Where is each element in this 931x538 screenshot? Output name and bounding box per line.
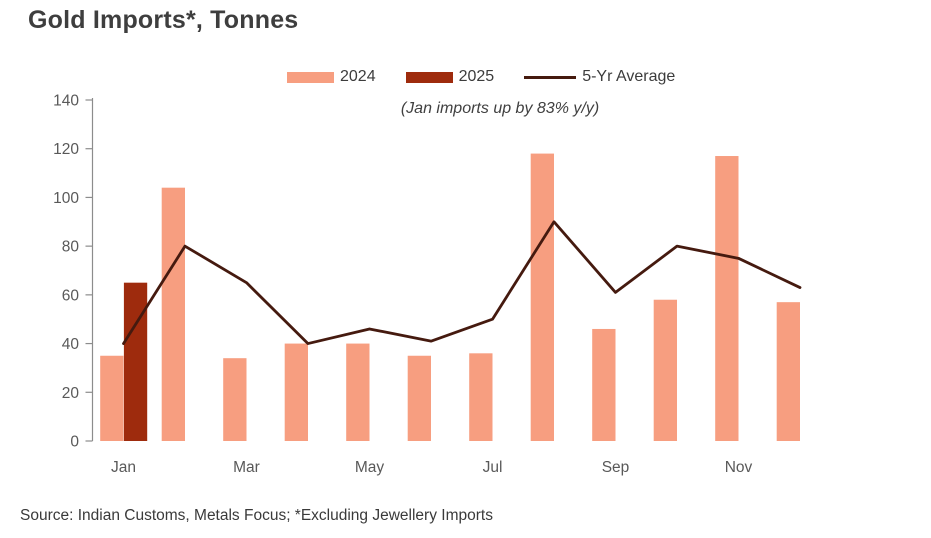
y-tick-label: 20 (62, 385, 80, 402)
chart-title: Gold Imports*, Tonnes (28, 6, 299, 34)
legend-item-5yr-average: 5-Yr Average (524, 68, 675, 86)
y-tick-label: 0 (70, 434, 79, 451)
bar-2024-jul (469, 353, 493, 441)
legend-line-swatch-5yr-average (524, 75, 577, 79)
bar-2024-may (346, 343, 370, 441)
y-tick-label: 80 (62, 239, 80, 256)
bar-2024-sep (592, 328, 616, 441)
x-tick-label-jul: Jul (483, 459, 503, 476)
five-yr-average-line (122, 220, 802, 345)
legend-label-2024: 2024 (340, 68, 376, 85)
legend-swatch-2025 (405, 71, 453, 83)
y-tick-label: 40 (62, 336, 80, 353)
chart-annotation: (Jan imports up by 83% y/y) (400, 100, 600, 117)
x-tick-label-mar: Mar (233, 459, 260, 476)
y-tick-label: 120 (53, 141, 79, 158)
x-tick-label-may: May (355, 459, 385, 476)
source-note: Source: Indian Customs, Metals Focus; *E… (20, 507, 493, 524)
bar-2024-jun (407, 355, 431, 441)
bar-2024-oct (653, 299, 677, 441)
chart-legend: 2024 2025 5-Yr Average (287, 68, 675, 86)
y-tick-label: 100 (53, 190, 79, 207)
bar-2024-jan (100, 355, 124, 441)
bar-2024-nov (715, 156, 739, 441)
x-tick-label-jan: Jan (111, 459, 136, 476)
bar-2025-jan (123, 282, 148, 441)
bar-2024-aug (530, 153, 554, 442)
legend-label-5yr-average: 5-Yr Average (582, 68, 676, 85)
bar-2024-apr (284, 343, 308, 441)
legend-item-2025: 2025 (405, 68, 495, 86)
x-tick-label-sep: Sep (602, 459, 630, 476)
legend-label-2025: 2025 (458, 68, 495, 85)
bar-2024-dec (776, 302, 800, 441)
y-tick-label: 140 (53, 93, 79, 110)
y-tick-label: 60 (62, 287, 80, 304)
legend-swatch-2024 (287, 71, 334, 83)
x-tick-label-nov: Nov (725, 459, 753, 476)
bar-2024-feb (161, 187, 185, 441)
bar-2024-mar (223, 358, 247, 441)
legend-item-2024: 2024 (287, 68, 376, 86)
